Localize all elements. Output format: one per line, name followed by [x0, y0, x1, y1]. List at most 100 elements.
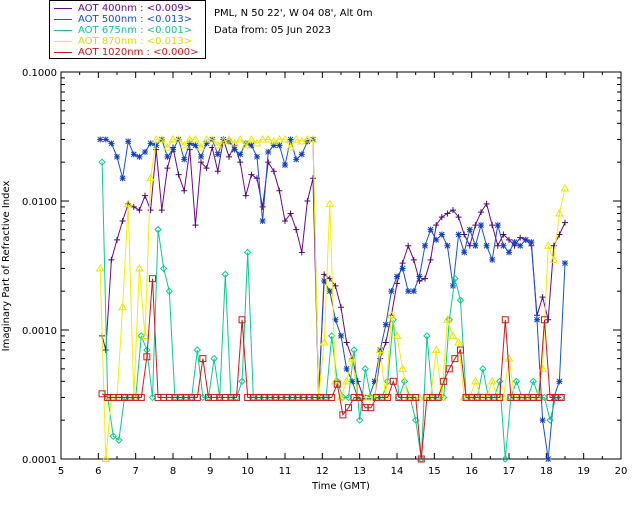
data-point — [151, 134, 161, 143]
data-point — [420, 392, 430, 401]
data-point — [388, 288, 395, 295]
x-tick-label: 6 — [95, 466, 101, 477]
data-point — [308, 134, 318, 143]
data-point — [259, 217, 266, 224]
data-point — [471, 376, 480, 385]
data-point — [556, 378, 563, 385]
data-point — [143, 353, 151, 361]
data-point — [276, 142, 283, 149]
legend-swatch-870nm — [54, 40, 72, 42]
data-point — [123, 199, 133, 207]
data-point — [147, 207, 154, 214]
data-point — [454, 338, 463, 346]
data-point — [203, 140, 210, 147]
data-point — [521, 392, 531, 401]
data-point — [427, 226, 434, 233]
y-axis-title: Imaginary Part of Refractive Index — [1, 181, 12, 352]
legend-swatch-400nm — [54, 7, 72, 9]
data-point — [440, 377, 448, 385]
data-point — [448, 331, 458, 339]
data-point — [238, 316, 246, 324]
data-point — [210, 354, 218, 363]
legend-label-1020nm: AOT 1020nm : <0.000> — [78, 47, 199, 58]
data-point — [456, 296, 465, 304]
data-point — [426, 392, 435, 401]
data-point — [193, 346, 201, 354]
data-point — [310, 175, 316, 182]
series-0 — [99, 136, 568, 401]
data-point — [219, 136, 228, 145]
series-line — [101, 139, 566, 398]
data-point — [226, 153, 232, 160]
data-point — [433, 222, 440, 229]
data-point — [500, 242, 507, 249]
data-point — [203, 165, 210, 172]
data-point — [326, 288, 333, 295]
data-point — [125, 138, 132, 145]
data-point — [287, 136, 294, 143]
data-point — [101, 454, 111, 462]
data-point — [522, 236, 529, 243]
data-point — [108, 256, 115, 263]
data-point — [489, 222, 496, 229]
data-point — [321, 277, 328, 284]
data-point — [136, 207, 143, 214]
data-point — [431, 345, 441, 353]
data-point — [293, 156, 300, 163]
data-point — [410, 256, 417, 263]
y-tick-label: 0.0001 — [22, 455, 57, 466]
data-point — [496, 393, 504, 401]
legend-label-400nm: AOT 400nm : <0.009> — [78, 3, 193, 14]
data-point — [153, 142, 160, 149]
data-point — [321, 271, 328, 278]
data-point — [224, 134, 234, 143]
data-point — [540, 393, 549, 402]
data-point — [333, 380, 341, 388]
data-point — [137, 393, 145, 401]
data-point — [339, 411, 347, 419]
data-point — [148, 275, 156, 283]
data-point — [444, 210, 451, 217]
data-point — [258, 134, 267, 143]
data-point — [399, 260, 406, 267]
data-point — [383, 377, 392, 386]
data-point — [276, 187, 283, 194]
x-axis-title: Time (GMT) — [311, 481, 370, 492]
data-point — [555, 209, 564, 217]
data-point — [556, 231, 563, 238]
data-point — [394, 280, 400, 287]
data-point — [298, 249, 305, 256]
data-point — [387, 310, 396, 319]
data-point — [148, 393, 157, 402]
data-point — [472, 222, 479, 229]
data-point — [338, 332, 344, 339]
x-tick-label: 17 — [503, 466, 516, 477]
series-4 — [98, 275, 565, 463]
x-tick-label: 19 — [577, 466, 590, 477]
data-point — [213, 140, 223, 149]
data-point — [500, 231, 507, 238]
data-point — [282, 162, 288, 169]
data-point — [437, 392, 447, 401]
data-point — [254, 153, 260, 160]
data-point — [287, 210, 294, 217]
data-point — [175, 171, 182, 178]
data-point — [298, 151, 305, 158]
data-point — [398, 364, 407, 372]
data-point — [198, 153, 204, 160]
legend-label-500nm: AOT 500nm : <0.013> — [78, 14, 193, 25]
data-point — [102, 346, 109, 353]
x-tick-label: 16 — [465, 466, 478, 477]
data-point — [114, 236, 120, 243]
data-point — [248, 171, 255, 178]
data-point — [108, 140, 115, 147]
legend-label-870nm: AOT 870nm : <0.013> — [78, 36, 193, 47]
data-point — [97, 136, 104, 143]
data-point — [252, 138, 262, 147]
data-point — [199, 393, 207, 402]
data-point — [196, 142, 206, 151]
data-point — [412, 393, 420, 401]
data-point — [119, 217, 126, 224]
data-point — [247, 134, 256, 143]
data-point — [98, 390, 106, 398]
